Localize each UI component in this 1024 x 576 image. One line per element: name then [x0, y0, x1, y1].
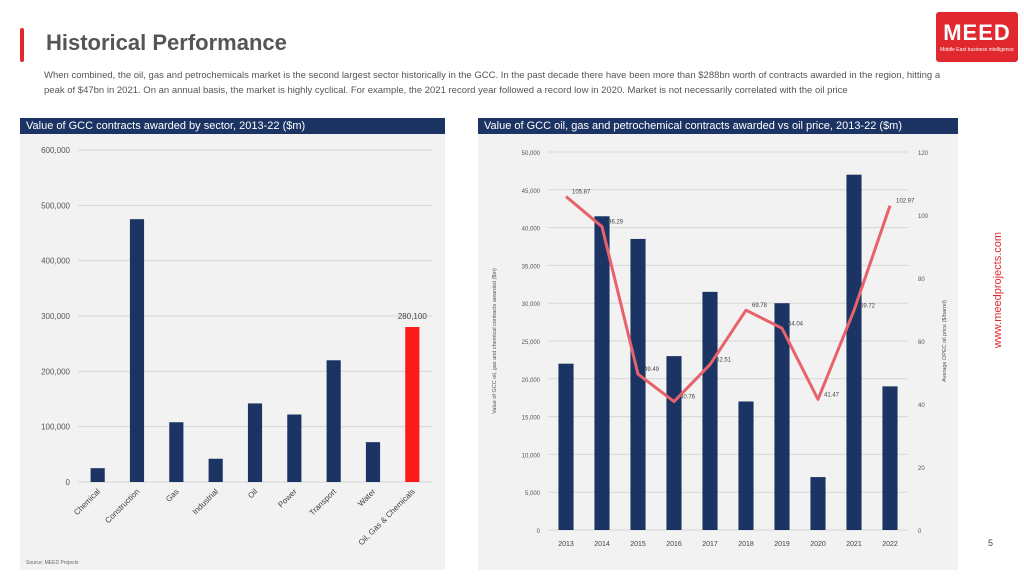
- oil-price-label: 41.47: [824, 392, 840, 398]
- y-tick-label: 200,000: [41, 367, 70, 376]
- oil-price-label: 69.72: [860, 303, 876, 309]
- bar: [630, 238, 646, 530]
- oil-price-label: 105.87: [572, 190, 591, 196]
- y-tick-label: 500,000: [41, 201, 70, 210]
- y-tick-label: 0: [66, 478, 71, 487]
- bar: [774, 303, 790, 530]
- x-tick-label: 2017: [702, 541, 718, 548]
- sector-chart-panel: [20, 118, 445, 570]
- bar: [287, 414, 302, 482]
- oil-price-label: 69.78: [752, 303, 768, 309]
- bar: [208, 458, 223, 482]
- x-tick-label: Gas: [164, 487, 181, 504]
- data-label: 280,100: [398, 312, 427, 321]
- y-left-tick-label: 0: [537, 529, 541, 535]
- bar: [169, 422, 184, 482]
- oilgas-chart: 0 5,000 10,000 15,000 20,000 25,000 30,000 35,0…: [492, 151, 948, 548]
- x-tick-label: 2020: [810, 541, 826, 548]
- x-tick-label: Oil: [246, 487, 259, 500]
- y-left-tick-label: 15,000: [522, 416, 541, 422]
- bar: [666, 356, 682, 530]
- y-tick-label: 400,000: [41, 257, 70, 266]
- x-tick-label: Construction: [103, 487, 141, 525]
- x-tick-label: Industrial: [191, 487, 220, 516]
- bar: [810, 477, 826, 530]
- x-tick-label: 2014: [594, 541, 610, 548]
- meed-logo: MEED Middle East business intelligence: [936, 12, 1018, 62]
- bar: [702, 291, 718, 530]
- x-tick-label: 2021: [846, 541, 862, 548]
- y-left-axis-label: Value of GCC oil, gas and chemical contr…: [492, 268, 498, 414]
- y-left-tick-label: 10,000: [522, 453, 541, 459]
- y-right-tick-label: 60: [918, 340, 925, 346]
- intro-paragraph: When combined, the oil, gas and petroche…: [44, 70, 941, 96]
- page-title: Historical Performance: [46, 30, 287, 55]
- y-left-tick-label: 40,000: [522, 227, 541, 233]
- website-link[interactable]: www.meedprojects.com: [992, 231, 1004, 349]
- accent-bar: [20, 28, 24, 62]
- y-left-tick-label: 30,000: [522, 302, 541, 308]
- sector-chart-title: Value of GCC contracts awarded by sector…: [20, 118, 445, 134]
- sector-chart: 0 100,000 200,000 300,000 400,000 500,000 600,…: [41, 146, 432, 547]
- bar: [326, 360, 341, 482]
- y-left-tick-label: 35,000: [522, 264, 541, 270]
- y-right-tick-label: 20: [918, 466, 925, 472]
- oil-price-label: 52.51: [716, 358, 732, 364]
- x-tick-label: 2013: [558, 541, 574, 548]
- x-tick-label: Transport: [308, 487, 339, 518]
- oil-price-label: 64.04: [788, 321, 804, 327]
- bar: [846, 174, 862, 530]
- bar: [90, 468, 105, 482]
- x-tick-label: 2015: [630, 541, 646, 548]
- x-tick-label: Water: [356, 487, 377, 508]
- x-tick-label: Power: [276, 487, 299, 510]
- bar: [247, 403, 263, 482]
- y-left-tick-label: 5,000: [525, 491, 541, 497]
- oil-price-label: 49.49: [644, 367, 660, 373]
- logo-subtitle: Middle East business intelligence: [940, 47, 1014, 53]
- oil-price-label: 102.97: [896, 199, 915, 205]
- bar: [738, 401, 754, 530]
- oil-price-line: [565, 195, 892, 404]
- page-number: 5: [988, 538, 994, 548]
- y-right-tick-label: 80: [918, 277, 925, 283]
- bar: [558, 363, 574, 530]
- y-right-tick-label: 0: [918, 529, 922, 535]
- logo-text: MEED: [943, 20, 1011, 45]
- bar: [365, 442, 381, 482]
- x-tick-label: Chemical: [72, 487, 102, 517]
- y-tick-label: 600,000: [41, 146, 70, 155]
- y-left-tick-label: 50,000: [522, 151, 541, 157]
- y-left-tick-label: 45,000: [522, 189, 541, 195]
- y-right-tick-label: 120: [918, 151, 929, 157]
- oil-price-label: 40.76: [680, 395, 696, 401]
- sector-chart-source: Source: MEED Projects: [26, 560, 79, 566]
- y-left-tick-label: 25,000: [522, 340, 541, 346]
- x-tick-label: 2019: [774, 541, 790, 548]
- x-tick-label: 2016: [666, 541, 682, 548]
- y-left-tick-label: 20,000: [522, 378, 541, 384]
- x-tick-label: 2018: [738, 541, 754, 548]
- oil-price-label: 96.29: [608, 220, 624, 226]
- y-right-tick-label: 100: [918, 214, 929, 220]
- y-tick-label: 100,000: [41, 423, 70, 432]
- bar: [882, 386, 898, 530]
- oilgas-chart-panel: [478, 118, 958, 570]
- y-right-tick-label: 40: [918, 403, 925, 409]
- bar: [129, 219, 145, 482]
- highlight-bar: [405, 327, 420, 482]
- y-tick-label: 300,000: [41, 312, 70, 321]
- y-right-axis-label: Average OPEC oil price ($/barrel): [942, 300, 948, 382]
- x-tick-label: 2022: [882, 541, 898, 548]
- oilgas-chart-title: Value of GCC oil, gas and petrochemical …: [478, 118, 958, 134]
- bar: [594, 216, 610, 530]
